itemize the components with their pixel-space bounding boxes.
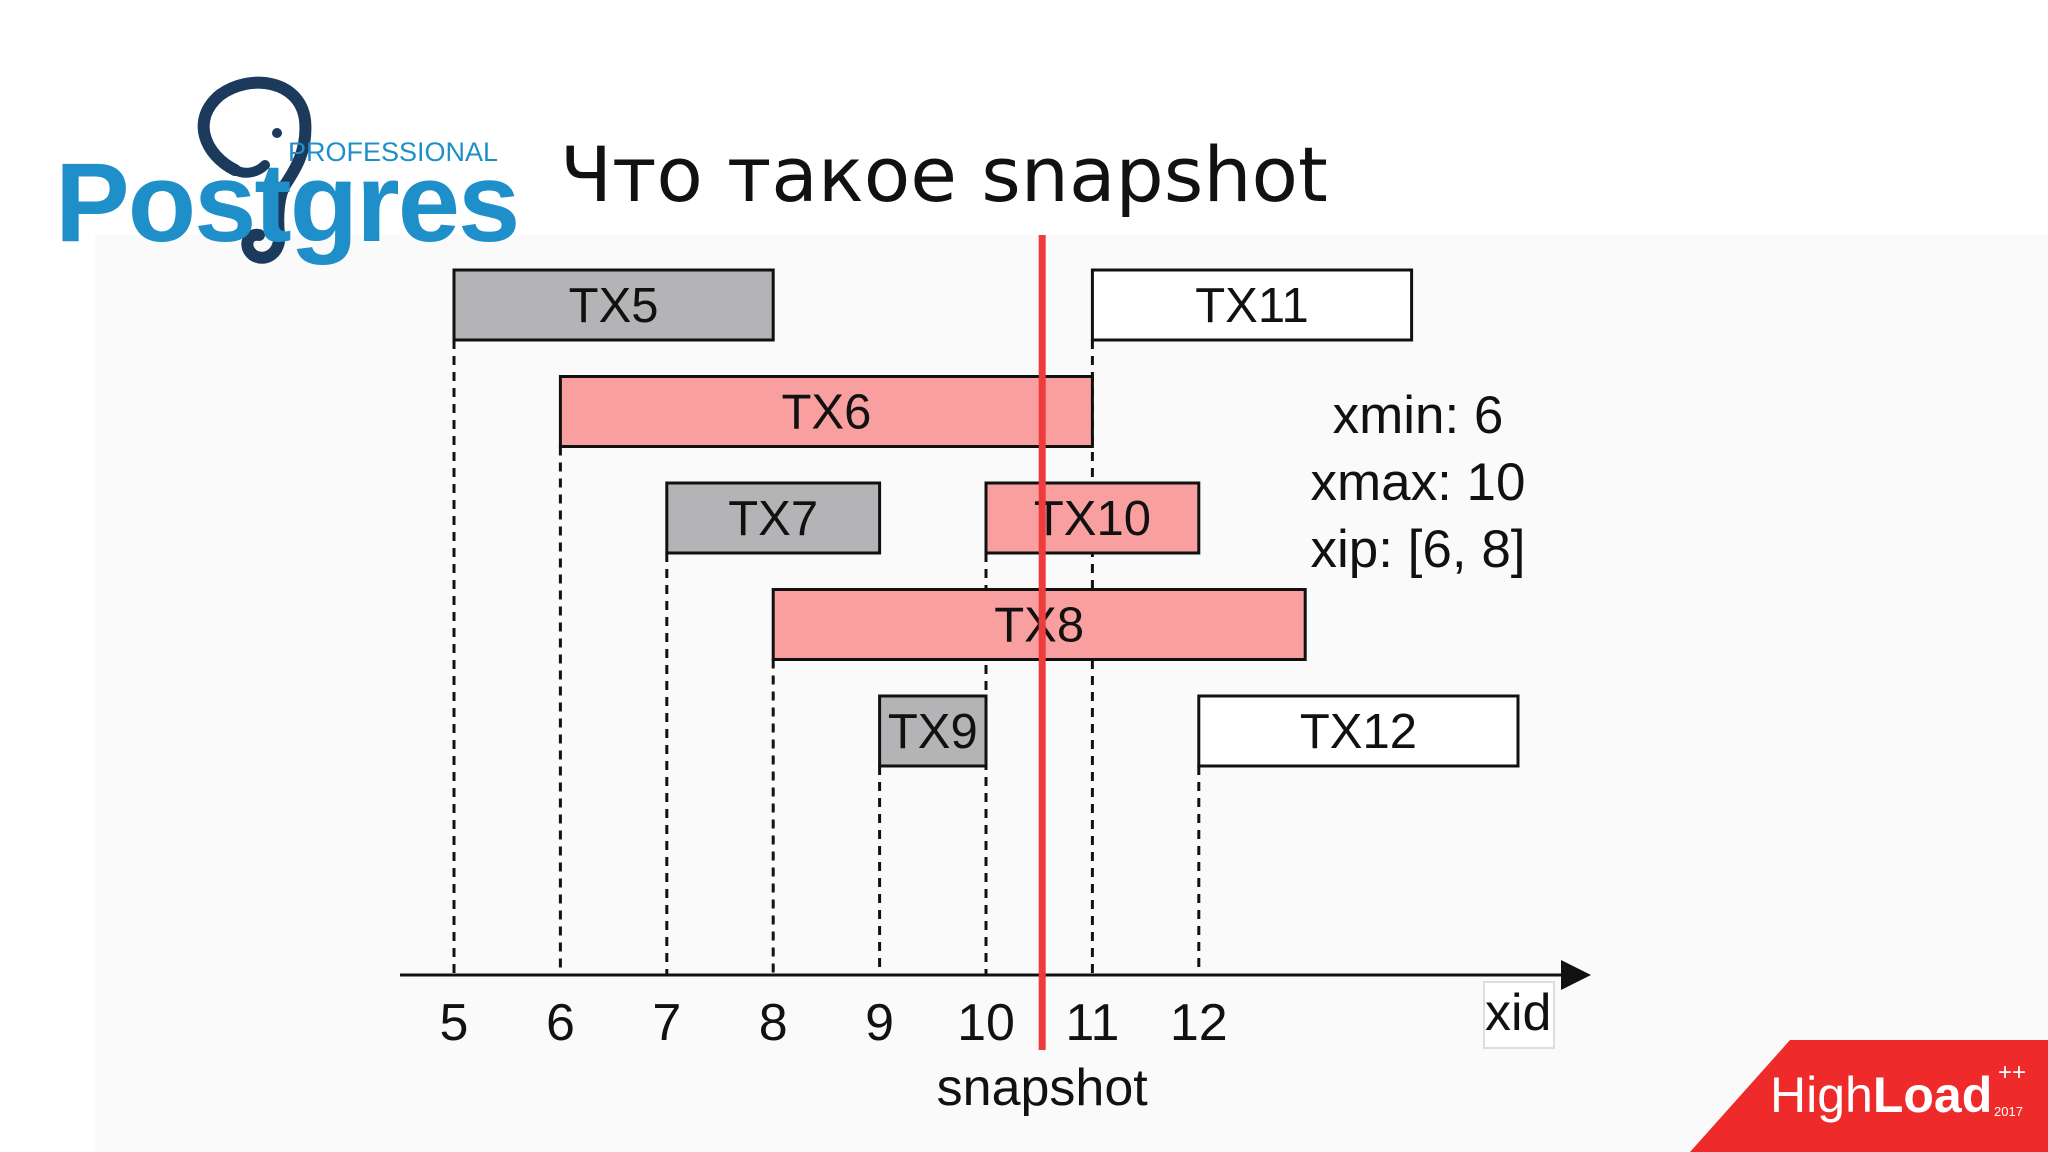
tick-labels: 5 6 7 8 9 10 11 12	[440, 994, 1228, 1052]
badge-brand-light: High	[1770, 1067, 1873, 1123]
snapshot-label: snapshot	[937, 1059, 1149, 1117]
label-tx11: TX11	[1195, 279, 1308, 333]
label-tx7: TX7	[728, 492, 818, 546]
label-tx10: TX10	[1034, 492, 1151, 546]
tick-label-5: 5	[440, 994, 469, 1052]
tick-label-8: 8	[759, 994, 788, 1052]
tick-label-10: 10	[957, 994, 1015, 1052]
xmax-value: xmax: 10	[1310, 453, 1526, 512]
badge-brand-bold: Load	[1873, 1067, 1992, 1123]
snapshot-info: xmin: 6 xmax: 10 xip: [6, 8]	[1298, 382, 1538, 583]
label-tx6: TX6	[781, 386, 871, 440]
tick-label-7: 7	[652, 994, 681, 1052]
bar-tx7	[665, 481, 882, 555]
bar-tx11	[1090, 268, 1414, 342]
label-tx5: TX5	[569, 279, 659, 333]
svg-text:HighLoad: HighLoad	[1770, 1067, 1992, 1123]
xmin-value: xmin: 6	[1332, 386, 1504, 445]
xip-value: xip: [6, 8]	[1310, 520, 1526, 579]
bar-tx12	[1197, 694, 1520, 768]
badge-year: 2017	[1994, 1104, 2023, 1119]
bar-tx6	[558, 375, 1094, 448]
logo-wordmark: Postgres	[55, 140, 520, 265]
xid-axis-label: xid	[1485, 984, 1551, 1042]
tick-label-12: 12	[1170, 994, 1228, 1052]
bar-tx10	[984, 481, 1201, 555]
elephant-icon	[197, 76, 312, 264]
postgres-professional-logo: PROFESSIONAL Postgres	[55, 75, 520, 265]
badge-superscript: ++	[1998, 1059, 2026, 1086]
logo-subtitle: PROFESSIONAL	[288, 137, 499, 167]
bar-tx9	[878, 694, 988, 768]
highload-badge: HighLoad ++ 2017	[1690, 1040, 2048, 1152]
slide-title: Что такое snapshot	[560, 130, 1328, 219]
tick-label-6: 6	[546, 994, 575, 1052]
xid-label-box	[1483, 981, 1555, 1049]
label-tx12: TX12	[1300, 705, 1417, 759]
label-tx9: TX9	[888, 705, 978, 759]
bar-tx5	[452, 268, 775, 342]
tick-label-9: 9	[865, 994, 894, 1052]
tick-label-11: 11	[1065, 994, 1119, 1052]
